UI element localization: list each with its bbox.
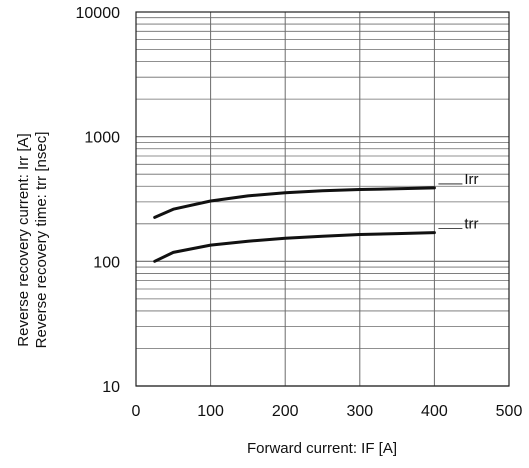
x-tick-label: 500 <box>496 403 523 420</box>
y-axis-title-line-1: Reverse recovery current: Irr [A] <box>15 133 32 346</box>
x-axis-ticks: 0 100 200 300 400 500 <box>132 403 523 420</box>
x-tick-label: 0 <box>132 403 141 420</box>
plot-frame <box>135 11 510 387</box>
series-line-irr <box>153 186 436 219</box>
series-labels: Irr trr <box>438 171 479 233</box>
x-tick-label: 400 <box>421 403 448 420</box>
x-tick-label: 300 <box>346 403 373 420</box>
y-tick-label: 10000 <box>76 5 121 22</box>
y-tick-label: 1000 <box>84 130 120 147</box>
y-tick-label: 100 <box>93 254 120 271</box>
y-axis-title-line-2: Reverse recovery time: trr [nsec] <box>33 132 50 349</box>
series-label-trr: trr <box>464 216 478 233</box>
series-line-trr <box>153 231 436 263</box>
x-axis-title: Forward current: IF [A] <box>247 440 397 457</box>
x-tick-label: 200 <box>272 403 299 420</box>
series-lines <box>153 186 436 263</box>
x-tick-label: 100 <box>197 403 224 420</box>
y-axis-title: Reverse recovery current: Irr [A] Revers… <box>15 132 50 349</box>
y-tick-label: 10 <box>102 379 120 396</box>
series-label-irr: Irr <box>464 171 478 188</box>
grid <box>136 12 509 387</box>
y-axis-ticks: 10 100 1000 10000 <box>76 5 121 396</box>
